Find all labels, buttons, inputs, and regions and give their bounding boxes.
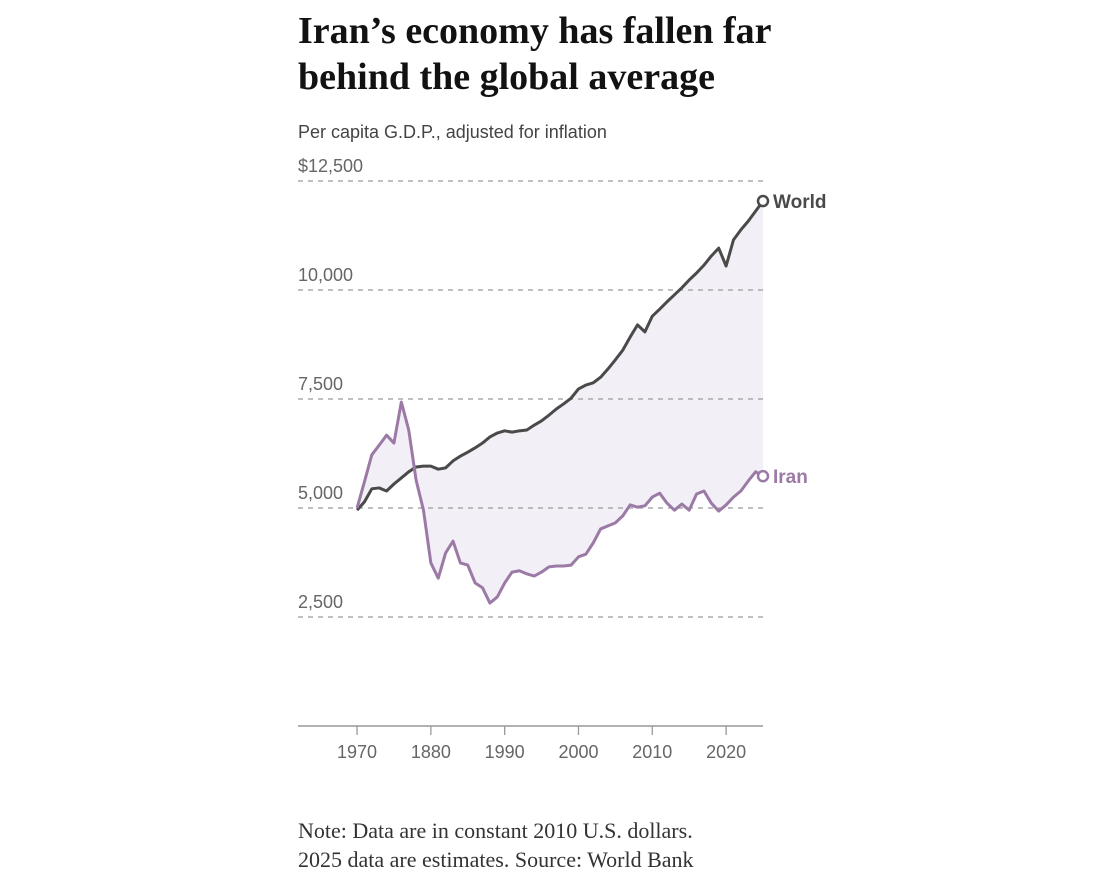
y-tick-label: 2,500	[298, 592, 343, 612]
x-tick-label: 1880	[411, 742, 451, 762]
end-marker	[756, 194, 770, 208]
chart-title: Iran’s economy has fallen far behind the…	[298, 10, 771, 98]
x-tick-label: 1990	[485, 742, 525, 762]
note-line: 2025 data are estimates. Source: World B…	[298, 847, 694, 872]
note-line: Note: Data are in constant 2010 U.S. dol…	[298, 818, 693, 843]
x-tick-label: 2020	[706, 742, 746, 762]
series-label: World	[773, 192, 826, 213]
notes: Note: Data are in constant 2010 U.S. dol…	[298, 816, 694, 874]
y-tick-label: 10,000	[298, 265, 353, 285]
chart-subtitle: Per capita G.D.P., adjusted for inflatio…	[298, 122, 607, 142]
gap-area	[357, 201, 763, 604]
y-tick-label: $12,500	[298, 156, 363, 176]
x-tick-label: 1970	[337, 742, 377, 762]
x-tick-label: 2000	[558, 742, 598, 762]
y-tick-label: 5,000	[298, 483, 343, 503]
series-label: Iran	[773, 467, 808, 488]
x-tick-label: 2010	[632, 742, 672, 762]
series-line	[355, 400, 764, 605]
y-tick-label: 7,500	[298, 374, 343, 394]
series-line	[355, 200, 765, 512]
end-marker	[756, 469, 770, 483]
